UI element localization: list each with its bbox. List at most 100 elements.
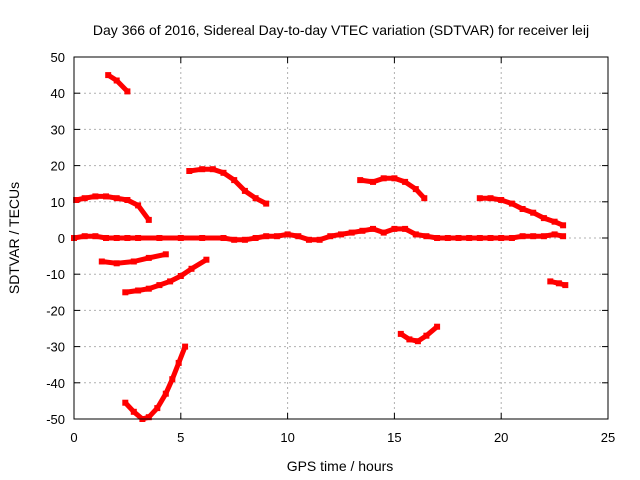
series-7-point <box>380 175 387 182</box>
series-0-point <box>402 225 409 232</box>
series-0-point <box>135 235 142 241</box>
y-tick-label: 30 <box>51 122 65 137</box>
series-6-point <box>241 187 248 194</box>
series-10-point <box>547 278 554 285</box>
series-0-point <box>476 235 483 241</box>
series-7-point <box>391 175 398 182</box>
series-3-point <box>145 254 152 261</box>
series-9-point <box>487 195 494 202</box>
series-0-point <box>359 227 366 234</box>
series-0-point <box>423 233 430 240</box>
series-4-point <box>135 287 142 294</box>
series-0-point <box>391 225 398 232</box>
series-5-point <box>182 343 189 350</box>
series-1-point <box>135 202 142 209</box>
series-0-point <box>241 236 248 243</box>
series-3-point <box>98 258 105 265</box>
series-0-point <box>551 231 558 238</box>
series-0-point <box>530 233 537 240</box>
series-0-point <box>306 236 312 243</box>
series-4-point <box>167 278 174 285</box>
series-1-point <box>145 216 152 223</box>
series-0-point <box>220 235 227 241</box>
series-6-point <box>199 166 206 173</box>
series-0-point <box>380 229 387 236</box>
plot-frame <box>73 56 609 420</box>
series-3-point <box>130 258 137 265</box>
chart-title: Day 366 of 2016, Sidereal Day-to-day VTE… <box>93 22 589 38</box>
series-0-point <box>156 235 163 241</box>
series-0-point <box>444 235 451 241</box>
series-0-point <box>370 225 376 232</box>
series-7-point <box>421 195 428 202</box>
series-2-point <box>124 88 131 95</box>
y-tick-label: 20 <box>51 159 65 174</box>
series-3-point <box>113 260 120 267</box>
series-1-point <box>113 195 120 202</box>
series-2-point <box>113 77 120 84</box>
series-2-point <box>105 72 112 79</box>
series-0-point <box>273 233 280 240</box>
series-7-point <box>412 186 419 193</box>
series-0-point <box>263 233 270 240</box>
series-0-point <box>316 236 323 243</box>
series-0-point <box>327 233 334 240</box>
y-tick-label: -20 <box>46 303 65 318</box>
series-0-point <box>455 235 462 241</box>
series-0-point <box>295 233 302 240</box>
series-4-point <box>188 265 195 272</box>
series-9-point <box>519 206 526 212</box>
series-0-point <box>284 231 291 238</box>
y-tick-label: 50 <box>51 50 65 65</box>
series-9-point <box>560 222 567 229</box>
y-tick-label: -40 <box>46 376 65 391</box>
y-tick-label: -50 <box>46 412 65 427</box>
y-axis-label: SDTVAR / TECUs <box>6 182 22 294</box>
series-0-point <box>412 231 419 238</box>
series-5-point <box>130 408 137 415</box>
series-0-point <box>113 235 120 241</box>
series-5-point <box>154 405 161 412</box>
series-8-point <box>406 336 413 343</box>
series-8-point <box>414 338 421 345</box>
x-tick-label: 25 <box>601 430 615 445</box>
series-1-point <box>73 197 80 203</box>
series-5-point <box>145 414 152 421</box>
series-0-point <box>92 233 99 240</box>
series-7-point <box>370 178 376 185</box>
series-0-point <box>338 231 344 238</box>
x-tick-label: 10 <box>280 430 294 445</box>
series-10-point <box>555 280 562 287</box>
y-tick-label: -30 <box>46 340 65 355</box>
series-9-point <box>551 218 558 225</box>
series-8-point <box>397 330 404 337</box>
series-6-point <box>186 168 193 174</box>
series-3-point <box>162 251 169 258</box>
series-4-point <box>203 256 210 263</box>
series-1-point <box>103 193 109 200</box>
series-6-point <box>231 177 238 184</box>
series-0-point <box>540 233 547 240</box>
axis-ticks: 0 5 10 15 20 25 -50 -40 -30 -20 -10 0 10 20 30 40 50 <box>46 50 615 445</box>
series-4-trace <box>124 257 208 295</box>
series-0-point <box>466 235 473 241</box>
series-7-point <box>357 177 364 184</box>
series-0-point <box>81 233 88 240</box>
series-0-point <box>498 235 505 241</box>
x-tick-label: 5 <box>177 430 184 445</box>
series-1-point <box>92 193 99 200</box>
series-9-point <box>540 215 547 222</box>
series-0-point <box>103 235 109 241</box>
series-5-point <box>162 390 169 397</box>
series-6-point <box>220 169 227 176</box>
series-0-point <box>519 233 526 240</box>
y-tick-label: -10 <box>46 267 65 282</box>
series-10-point <box>562 282 569 289</box>
series-5-point <box>122 399 129 406</box>
series-0-point <box>487 235 494 241</box>
series-0-point <box>252 235 259 241</box>
series-4-point <box>145 285 152 292</box>
series-9-point <box>530 209 537 216</box>
series-1-point <box>124 197 131 203</box>
